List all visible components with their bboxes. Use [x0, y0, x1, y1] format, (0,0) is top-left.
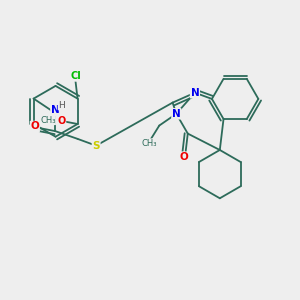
- Text: S: S: [92, 141, 100, 151]
- Text: N: N: [172, 109, 181, 119]
- Text: H: H: [58, 101, 65, 110]
- Text: CH₃: CH₃: [40, 116, 56, 125]
- Text: N: N: [190, 88, 199, 98]
- Text: CH₃: CH₃: [142, 139, 157, 148]
- Text: O: O: [57, 116, 66, 126]
- Text: O: O: [30, 122, 39, 131]
- Text: O: O: [180, 152, 189, 162]
- Text: Cl: Cl: [70, 71, 81, 81]
- Text: N: N: [51, 105, 60, 116]
